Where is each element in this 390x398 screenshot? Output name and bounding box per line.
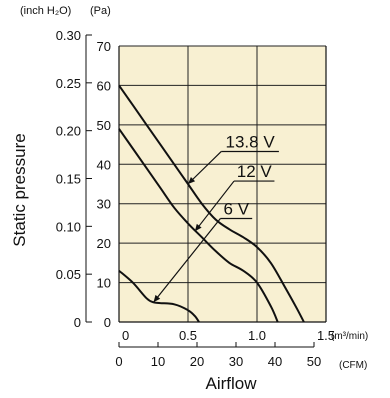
x-cfm-tick-label: 20: [190, 354, 204, 369]
y-inch-tick-label: 0.15: [56, 172, 81, 187]
x-axis-title: Airflow: [205, 374, 257, 393]
x-m3-tick-label: 0: [122, 328, 129, 343]
x-cfm-tick-label: 0: [115, 354, 122, 369]
series-curves: [118, 84, 305, 323]
x-m3-tick-label: 0.5: [179, 328, 197, 343]
annotation-leader-6-v: [153, 218, 221, 303]
plot-area: [119, 46, 326, 322]
y-inner-unit-label: (Pa): [90, 5, 111, 17]
x-bottom-unit-label: (CFM): [339, 360, 367, 371]
annotation-arrowhead-12-v: [194, 223, 202, 232]
annotation-leader-13-8-v: [187, 151, 222, 185]
x-m3-tick-label: 1.0: [248, 328, 266, 343]
y-inch-tick-label: 0.20: [56, 124, 81, 139]
annotation-label-6-v: 6 V: [224, 200, 250, 219]
y-pa-tick-label: 50: [97, 118, 111, 133]
y-pa-tick-label: 40: [97, 157, 111, 172]
series-line-13-8-v: [118, 84, 305, 323]
y-axis-title: Static pressure: [10, 133, 29, 246]
y-pa-tick-label: 60: [97, 78, 111, 93]
annotation-arrowhead-13-8-v: [188, 177, 196, 184]
y-pa-tick-label: 20: [97, 236, 111, 251]
x-m3-tick-label: 1.5: [317, 328, 335, 343]
x-cfm-tick-label: 50: [307, 354, 321, 369]
y-pa-tick-label: 10: [97, 276, 111, 291]
y-inch-tick-label: 0: [74, 315, 81, 330]
y-pa-tick-label: 0: [104, 315, 111, 330]
y-pa-tick-label: 70: [97, 39, 111, 54]
axes: 0 10 20 30 40 50 60 70 0 0.05 0.10 0.15 0.20 0.25 0.30…: [56, 28, 335, 369]
y-inch-tick-label: 0.30: [56, 28, 81, 43]
x-cfm-tick-label: 40: [268, 354, 282, 369]
y-outer-unit-label: (inch H₂O): [20, 5, 71, 17]
y-inch-tick-label: 0.10: [56, 219, 81, 234]
series-line-12-v: [118, 128, 279, 323]
y-inch-tick-label: 0.25: [56, 76, 81, 91]
x-cfm-tick-label: 30: [229, 354, 243, 369]
series-line-6-v: [118, 269, 200, 323]
annotation-arrowhead-6-v: [153, 294, 161, 303]
y-inch-tick-label: 0.05: [56, 267, 81, 282]
annotation-leader-12-v: [194, 180, 235, 232]
annotation-label-13-8-v: 13.8 V: [226, 132, 276, 151]
x-top-unit-label: (m³/min): [331, 331, 368, 342]
annotation-label-12-v: 12 V: [237, 162, 273, 181]
annotations: 13.8 V 12 V 6 V: [153, 132, 279, 303]
x-cfm-tick-label: 10: [151, 354, 165, 369]
y-pa-tick-label: 30: [97, 197, 111, 212]
